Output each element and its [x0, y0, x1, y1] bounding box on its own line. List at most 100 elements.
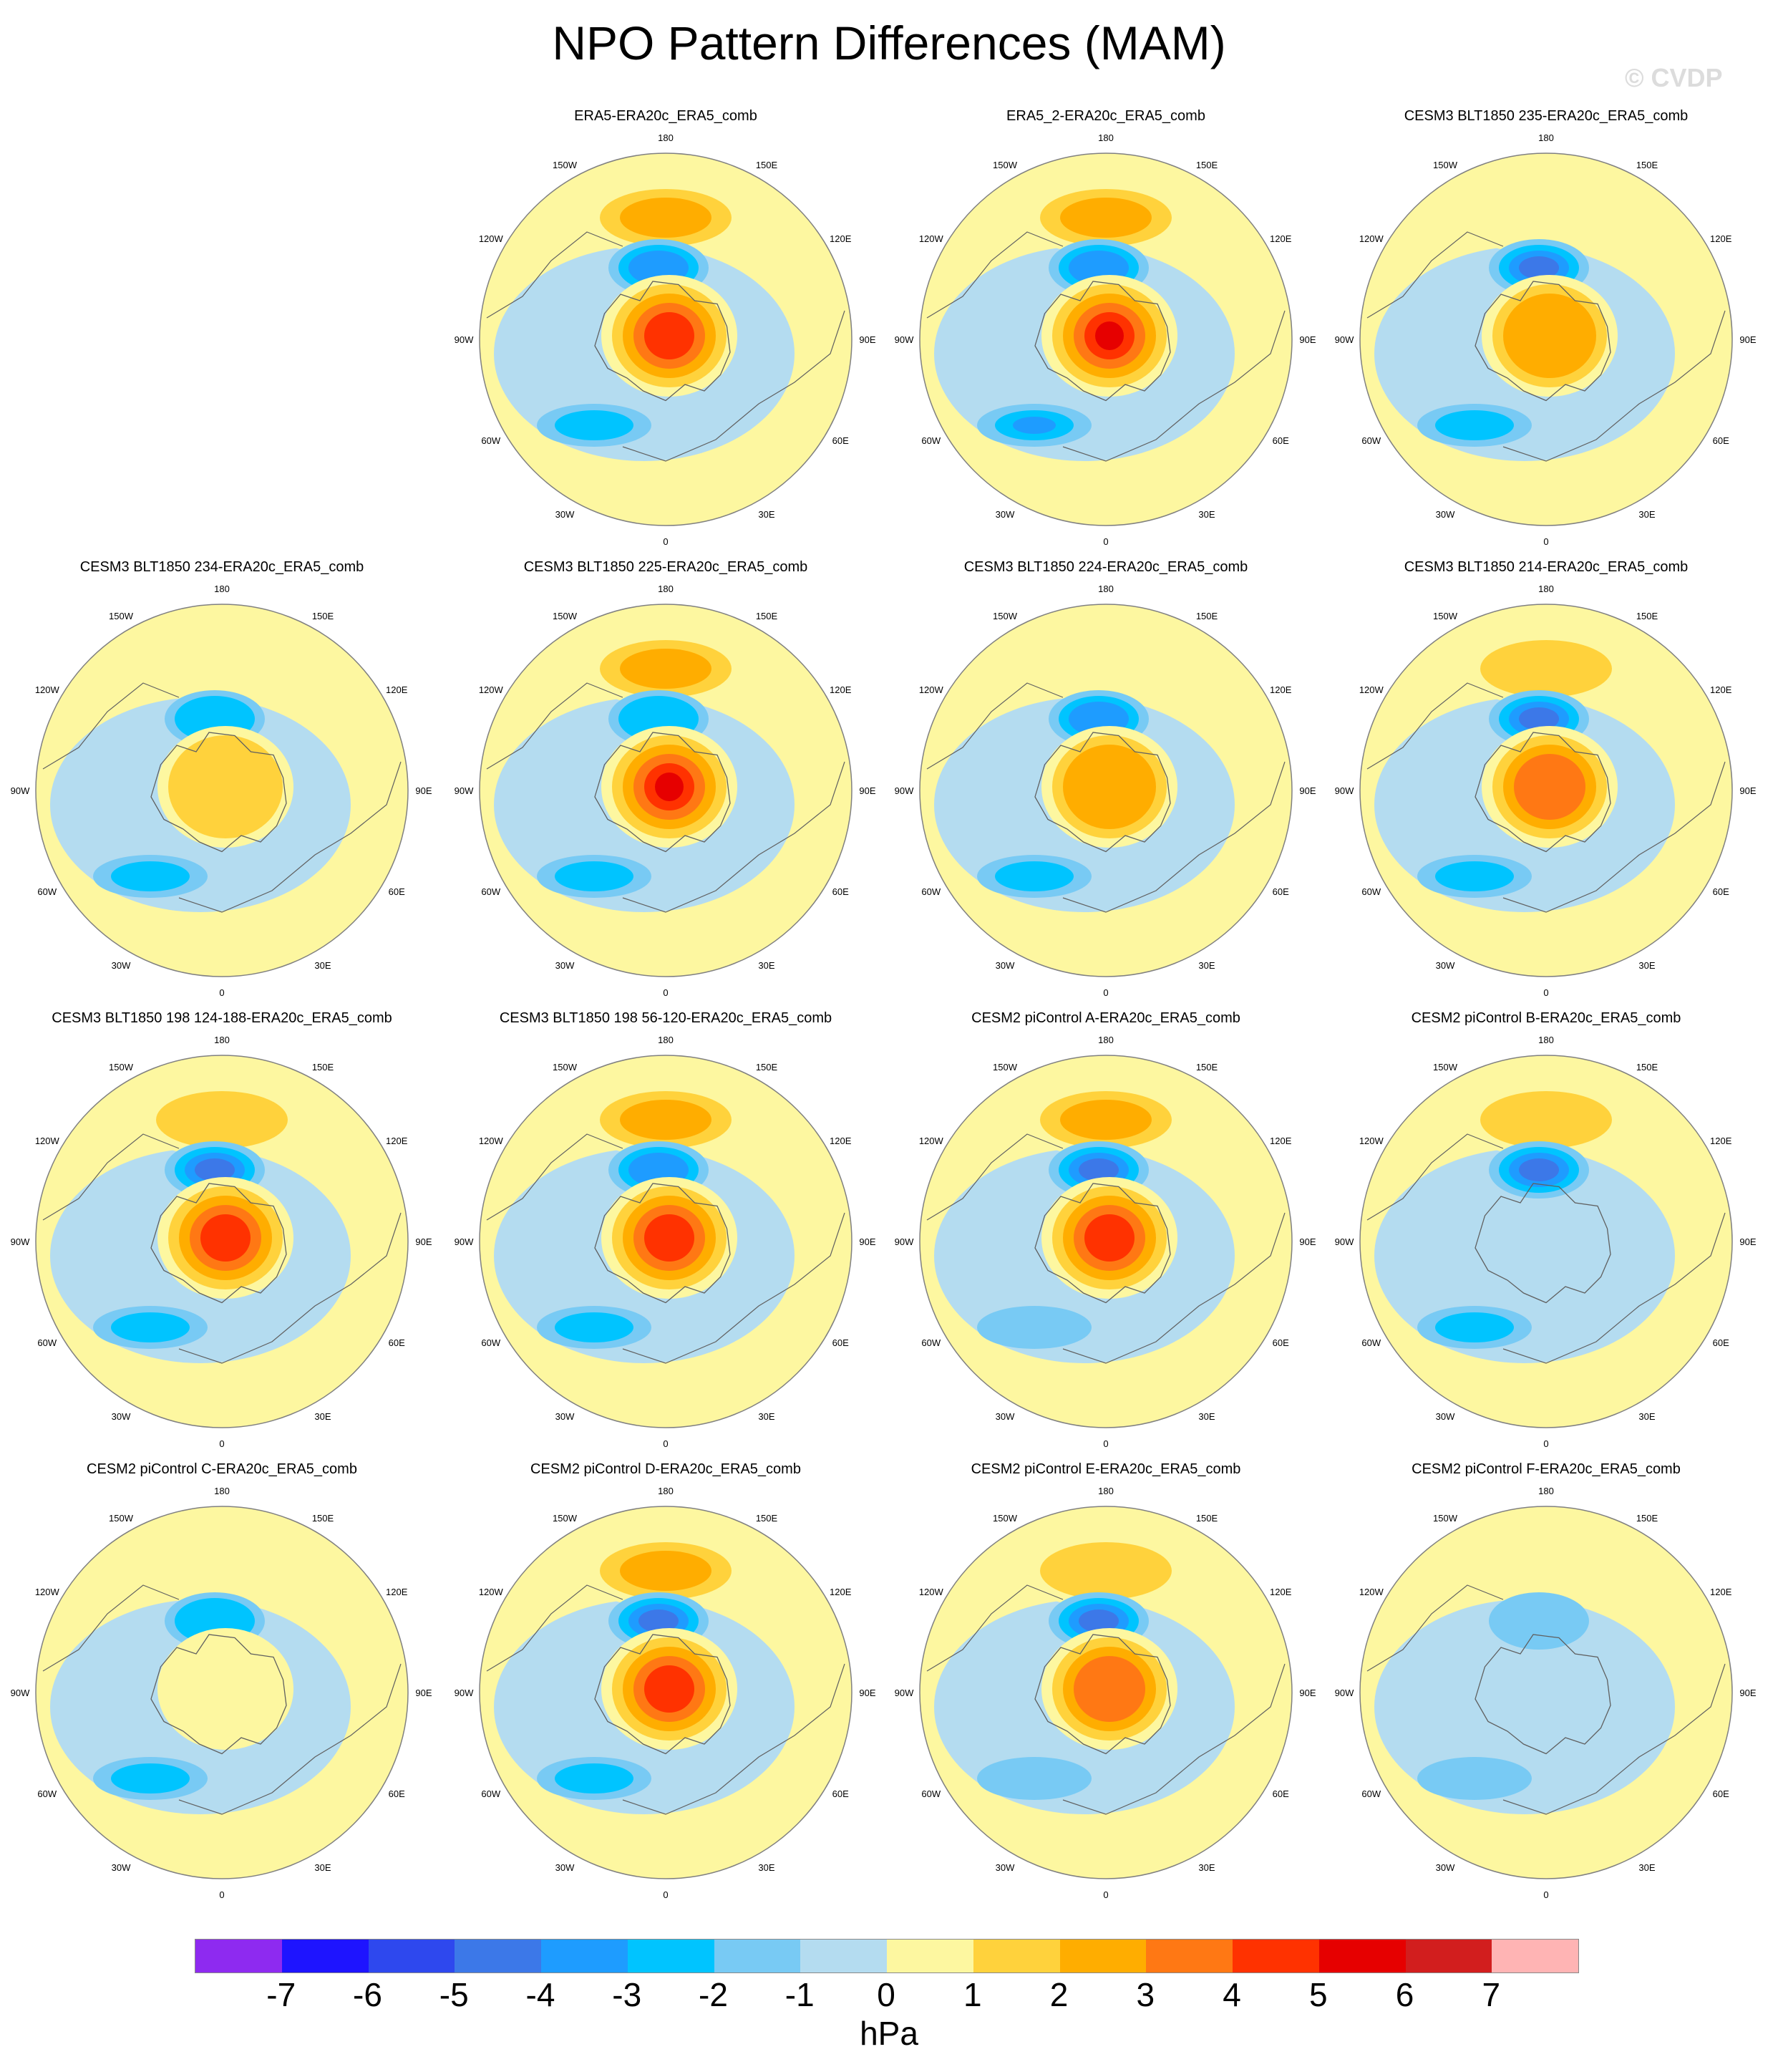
longitude-label: 120W	[479, 233, 504, 244]
colorbar-tick-label: 6	[1395, 1976, 1414, 2013]
longitude-label: 0	[1103, 1438, 1108, 1449]
longitude-label: 180	[1098, 584, 1114, 594]
panel-title: CESM3 BLT1850 198 56-120-ERA20c_ERA5_com…	[499, 1010, 832, 1026]
longitude-label: 150W	[1433, 1062, 1458, 1073]
eurasia-coastline	[178, 1663, 402, 1815]
atlantic-low-contour	[995, 861, 1074, 891]
longitude-label: 120E	[386, 1136, 408, 1146]
pacific-low-contour	[638, 1609, 679, 1632]
atlantic-low-contour	[111, 1312, 190, 1342]
longitude-label: 120E	[1710, 684, 1732, 695]
atlantic-low-contour	[977, 1306, 1092, 1349]
polar-map: 180 150E 120E 90E 60E 30E 0 30W 60W 90W 120W 150W	[1335, 1486, 1757, 1900]
longitude-label: 30W	[996, 1862, 1015, 1873]
colorbar-tick-label: 0	[877, 1976, 895, 2013]
map-panel: CESM2 piControl E-ERA20c_ERA5_comb 180 150…	[884, 1461, 1328, 1900]
longitude-label: 30W	[1436, 960, 1455, 971]
atlantic-low-contour	[111, 861, 190, 891]
longitude-label: 30W	[555, 960, 575, 971]
arctic-coastline	[1034, 281, 1171, 402]
map-frame	[479, 604, 852, 977]
pacific-high-contour	[1480, 640, 1612, 697]
colorbar-tick-label: 1	[963, 1976, 982, 2013]
longitude-label: 150E	[1636, 611, 1658, 621]
america-coastline	[926, 1133, 1064, 1221]
eurasia-coastline	[1502, 1212, 1726, 1364]
longitude-label: 30E	[1638, 1411, 1655, 1422]
map-panel: CESM3 BLT1850 214-ERA20c_ERA5_comb 180 150…	[1324, 558, 1768, 998]
longitude-label: 120E	[386, 684, 408, 695]
longitude-label: 150W	[109, 1062, 134, 1073]
map-panel: CESM3 BLT1850 198 124-188-ERA20c_ERA5_co…	[0, 1010, 444, 1449]
longitude-label: 150E	[312, 1062, 334, 1073]
longitude-label: 60E	[1273, 886, 1289, 897]
longitude-label: 180	[658, 1035, 674, 1045]
longitude-label: 120W	[919, 1587, 944, 1597]
longitude-label: 90E	[1739, 334, 1756, 345]
longitude-label: 60W	[921, 1788, 941, 1799]
panel-title: CESM2 piControl F-ERA20c_ERA5_comb	[1412, 1461, 1681, 1477]
america-coastline	[42, 682, 180, 770]
eurasia-coastline	[178, 1212, 402, 1364]
map-frame	[1359, 1055, 1733, 1428]
polar-map: 180 150E 120E 90E 60E 30E 0 30W 60W 90W 120W 150W	[11, 584, 432, 998]
pacific-high-contour	[1040, 1542, 1172, 1599]
panel-title: CESM3 BLT1850 198 124-188-ERA20c_ERA5_co…	[52, 1010, 392, 1026]
colorbar-swatch	[455, 1940, 541, 1972]
longitude-label: 60E	[1713, 435, 1729, 446]
map-frame	[919, 604, 1293, 977]
america-coastline	[42, 1133, 180, 1221]
arctic-high-contour	[655, 773, 684, 801]
eurasia-coastline	[1502, 1663, 1726, 1815]
longitude-label: 30E	[758, 1411, 774, 1422]
longitude-label: 90E	[415, 785, 432, 796]
pacific-high-contour	[620, 1100, 711, 1140]
longitude-label: 180	[658, 584, 674, 594]
arctic-high-contour	[200, 1214, 251, 1262]
longitude-label: 150W	[993, 1513, 1018, 1524]
longitude-label: 90W	[895, 334, 914, 345]
longitude-label: 60E	[1713, 886, 1729, 897]
colorbar	[195, 1939, 1579, 1973]
colorbar-swatch	[714, 1940, 801, 1972]
longitude-label: 90W	[895, 785, 914, 796]
longitude-label: 90W	[11, 1688, 30, 1698]
america-coastline	[42, 1584, 180, 1672]
longitude-label: 30W	[996, 960, 1015, 971]
pacific-low-contour	[1519, 707, 1559, 730]
arctic-coastline	[150, 1183, 287, 1304]
longitude-label: 150W	[993, 160, 1018, 170]
america-coastline	[486, 682, 623, 770]
polar-map: 180 150E 120E 90E 60E 30E 0 30W 60W 90W 120W 150W	[1335, 132, 1757, 547]
polar-map: 180 150E 120E 90E 60E 30E 0 30W 60W 90W 120W 150W	[1335, 1035, 1757, 1449]
map-panel: ERA5-ERA20c_ERA5_comb 180 150E 120E 90E 60E 30…	[444, 107, 888, 547]
arctic-coastline	[1475, 1183, 1611, 1304]
arctic-high-contour	[644, 1665, 694, 1713]
polar-map: 180 150E 120E 90E 60E 30E 0 30W 60W 90W 120W 150W	[895, 1486, 1316, 1900]
eurasia-coastline	[1502, 761, 1726, 913]
arctic-coastline	[594, 732, 731, 853]
pacific-high-contour	[620, 1551, 711, 1591]
longitude-label: 60W	[1361, 1788, 1381, 1799]
pacific-high-contour	[1460, 180, 1632, 255]
map-panel: CESM2 piControl B-ERA20c_ERA5_comb 180 150…	[1324, 1010, 1768, 1449]
longitude-label: 90E	[859, 334, 875, 345]
panel-title: CESM3 BLT1850 235-ERA20c_ERA5_comb	[1404, 108, 1689, 124]
longitude-label: 60E	[389, 886, 405, 897]
atlantic-low-contour	[111, 1763, 190, 1793]
longitude-label: 60W	[37, 886, 57, 897]
longitude-label: 90W	[1335, 334, 1354, 345]
longitude-label: 90W	[895, 1688, 914, 1698]
longitude-label: 30E	[314, 960, 331, 971]
longitude-label: 30E	[314, 1862, 331, 1873]
longitude-label: 180	[1538, 584, 1554, 594]
colorbar-tick-label: -1	[784, 1976, 815, 2013]
longitude-label: 90W	[455, 1688, 474, 1698]
colorbar-tick-label: -4	[525, 1976, 555, 2013]
panel-title: CESM2 piControl A-ERA20c_ERA5_comb	[971, 1010, 1240, 1026]
longitude-label: 90E	[1739, 1236, 1756, 1247]
longitude-label: 120W	[1359, 1136, 1384, 1146]
longitude-label: 120W	[919, 233, 944, 244]
longitude-label: 60W	[481, 1337, 500, 1348]
longitude-label: 90E	[859, 1688, 875, 1698]
